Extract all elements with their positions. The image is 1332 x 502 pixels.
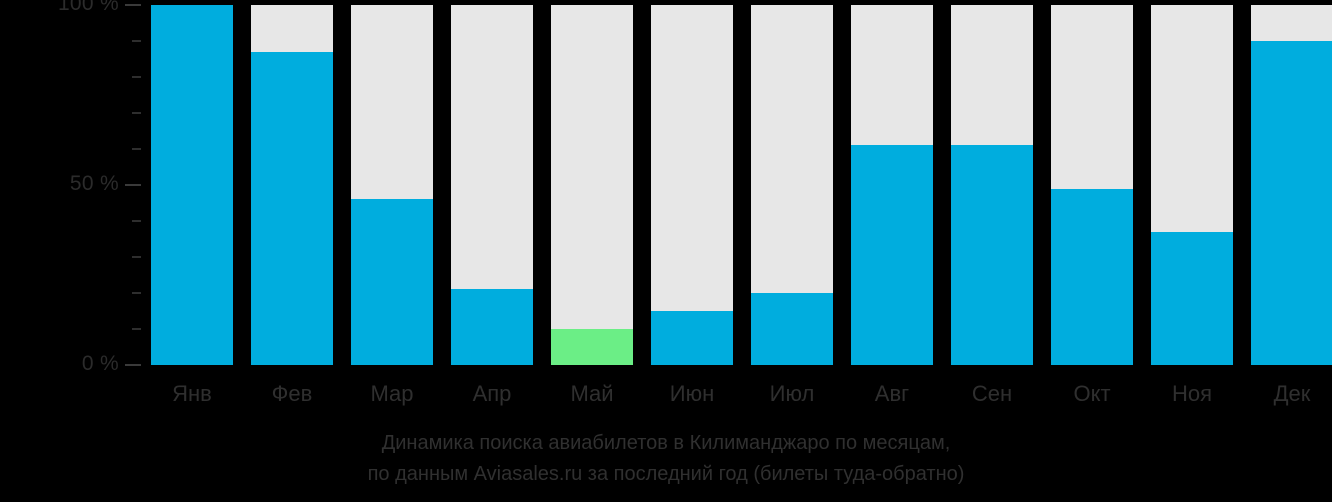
- y-axis-tick-mark: [132, 76, 141, 78]
- x-axis-label: Май: [570, 381, 614, 406]
- y-axis-tick-mark: [132, 148, 141, 150]
- y-axis-tick-mark: [132, 40, 141, 42]
- x-axis: Янв Фев Мар Апр Май Июн Июл Авг Сен Окт Ноя Дек: [151, 378, 1332, 414]
- caption-line-1: Динамика поиска авиабилетов в Килиманджа…: [381, 432, 951, 454]
- chart-caption: Динамика поиска авиабилетов в Килиманджа…: [0, 428, 1332, 490]
- bar-fill[interactable]: [251, 51, 333, 365]
- y-axis-tick-mark: [132, 256, 141, 258]
- bar-fill[interactable]: [1151, 231, 1233, 365]
- bar-slot[interactable]: [251, 5, 333, 365]
- bar-fill[interactable]: [451, 289, 533, 365]
- y-axis-tick-mark: [132, 292, 141, 294]
- bar-slot[interactable]: [351, 5, 433, 365]
- y-axis-tick-label: 100 %: [57, 0, 119, 15]
- plot-area: [151, 5, 1332, 365]
- bar-track: [551, 5, 633, 365]
- bar-slot[interactable]: [1051, 5, 1133, 365]
- y-axis-tick-mark: [125, 4, 141, 6]
- bar-fill[interactable]: [751, 293, 833, 365]
- y-axis: 0 % 50 % 100 %: [0, 0, 151, 502]
- bar-slot[interactable]: [651, 5, 733, 365]
- y-axis-tick-mark: [132, 112, 141, 114]
- x-axis-label: Авг: [874, 381, 910, 406]
- bar-fill[interactable]: [1251, 41, 1332, 365]
- x-axis-label: Мар: [370, 381, 414, 406]
- bar-slot[interactable]: [851, 5, 933, 365]
- x-axis-label: Дек: [1273, 381, 1311, 406]
- x-axis-label: Ноя: [1171, 381, 1213, 406]
- bar-fill[interactable]: [351, 199, 433, 365]
- x-axis-label: Апр: [472, 381, 512, 406]
- bar-fill[interactable]: [851, 145, 933, 365]
- y-axis-tick-mark: [125, 364, 141, 366]
- bar-slot[interactable]: [951, 5, 1033, 365]
- y-axis-tick-mark: [125, 184, 141, 186]
- bar-slot[interactable]: [451, 5, 533, 365]
- y-axis-tick-mark: [132, 328, 141, 330]
- bar-slot[interactable]: [151, 5, 233, 365]
- bar-fill[interactable]: [151, 5, 233, 365]
- bar-slot[interactable]: [751, 5, 833, 365]
- bar-fill[interactable]: [951, 145, 1033, 365]
- y-axis-tick-label: 50 %: [69, 172, 119, 195]
- y-axis-tick-label: 0 %: [81, 352, 119, 375]
- bar-slot[interactable]: [551, 5, 633, 365]
- x-axis-label: Сен: [971, 381, 1013, 406]
- bar-fill[interactable]: [651, 311, 733, 365]
- bar-fill[interactable]: [551, 329, 633, 365]
- x-axis-label: Фев: [271, 381, 313, 406]
- y-axis-tick-mark: [132, 220, 141, 222]
- bar-track: [651, 5, 733, 365]
- x-axis-label: Янв: [172, 381, 212, 406]
- bar-slot[interactable]: [1251, 5, 1332, 365]
- x-axis-label: Окт: [1073, 381, 1111, 406]
- x-axis-label: Июн: [669, 381, 715, 406]
- caption-line-2: по данным Aviasales.ru за последний год …: [367, 463, 965, 485]
- bar-slot[interactable]: [1151, 5, 1233, 365]
- bar-fill[interactable]: [1051, 188, 1133, 365]
- x-axis-label: Июл: [769, 381, 815, 406]
